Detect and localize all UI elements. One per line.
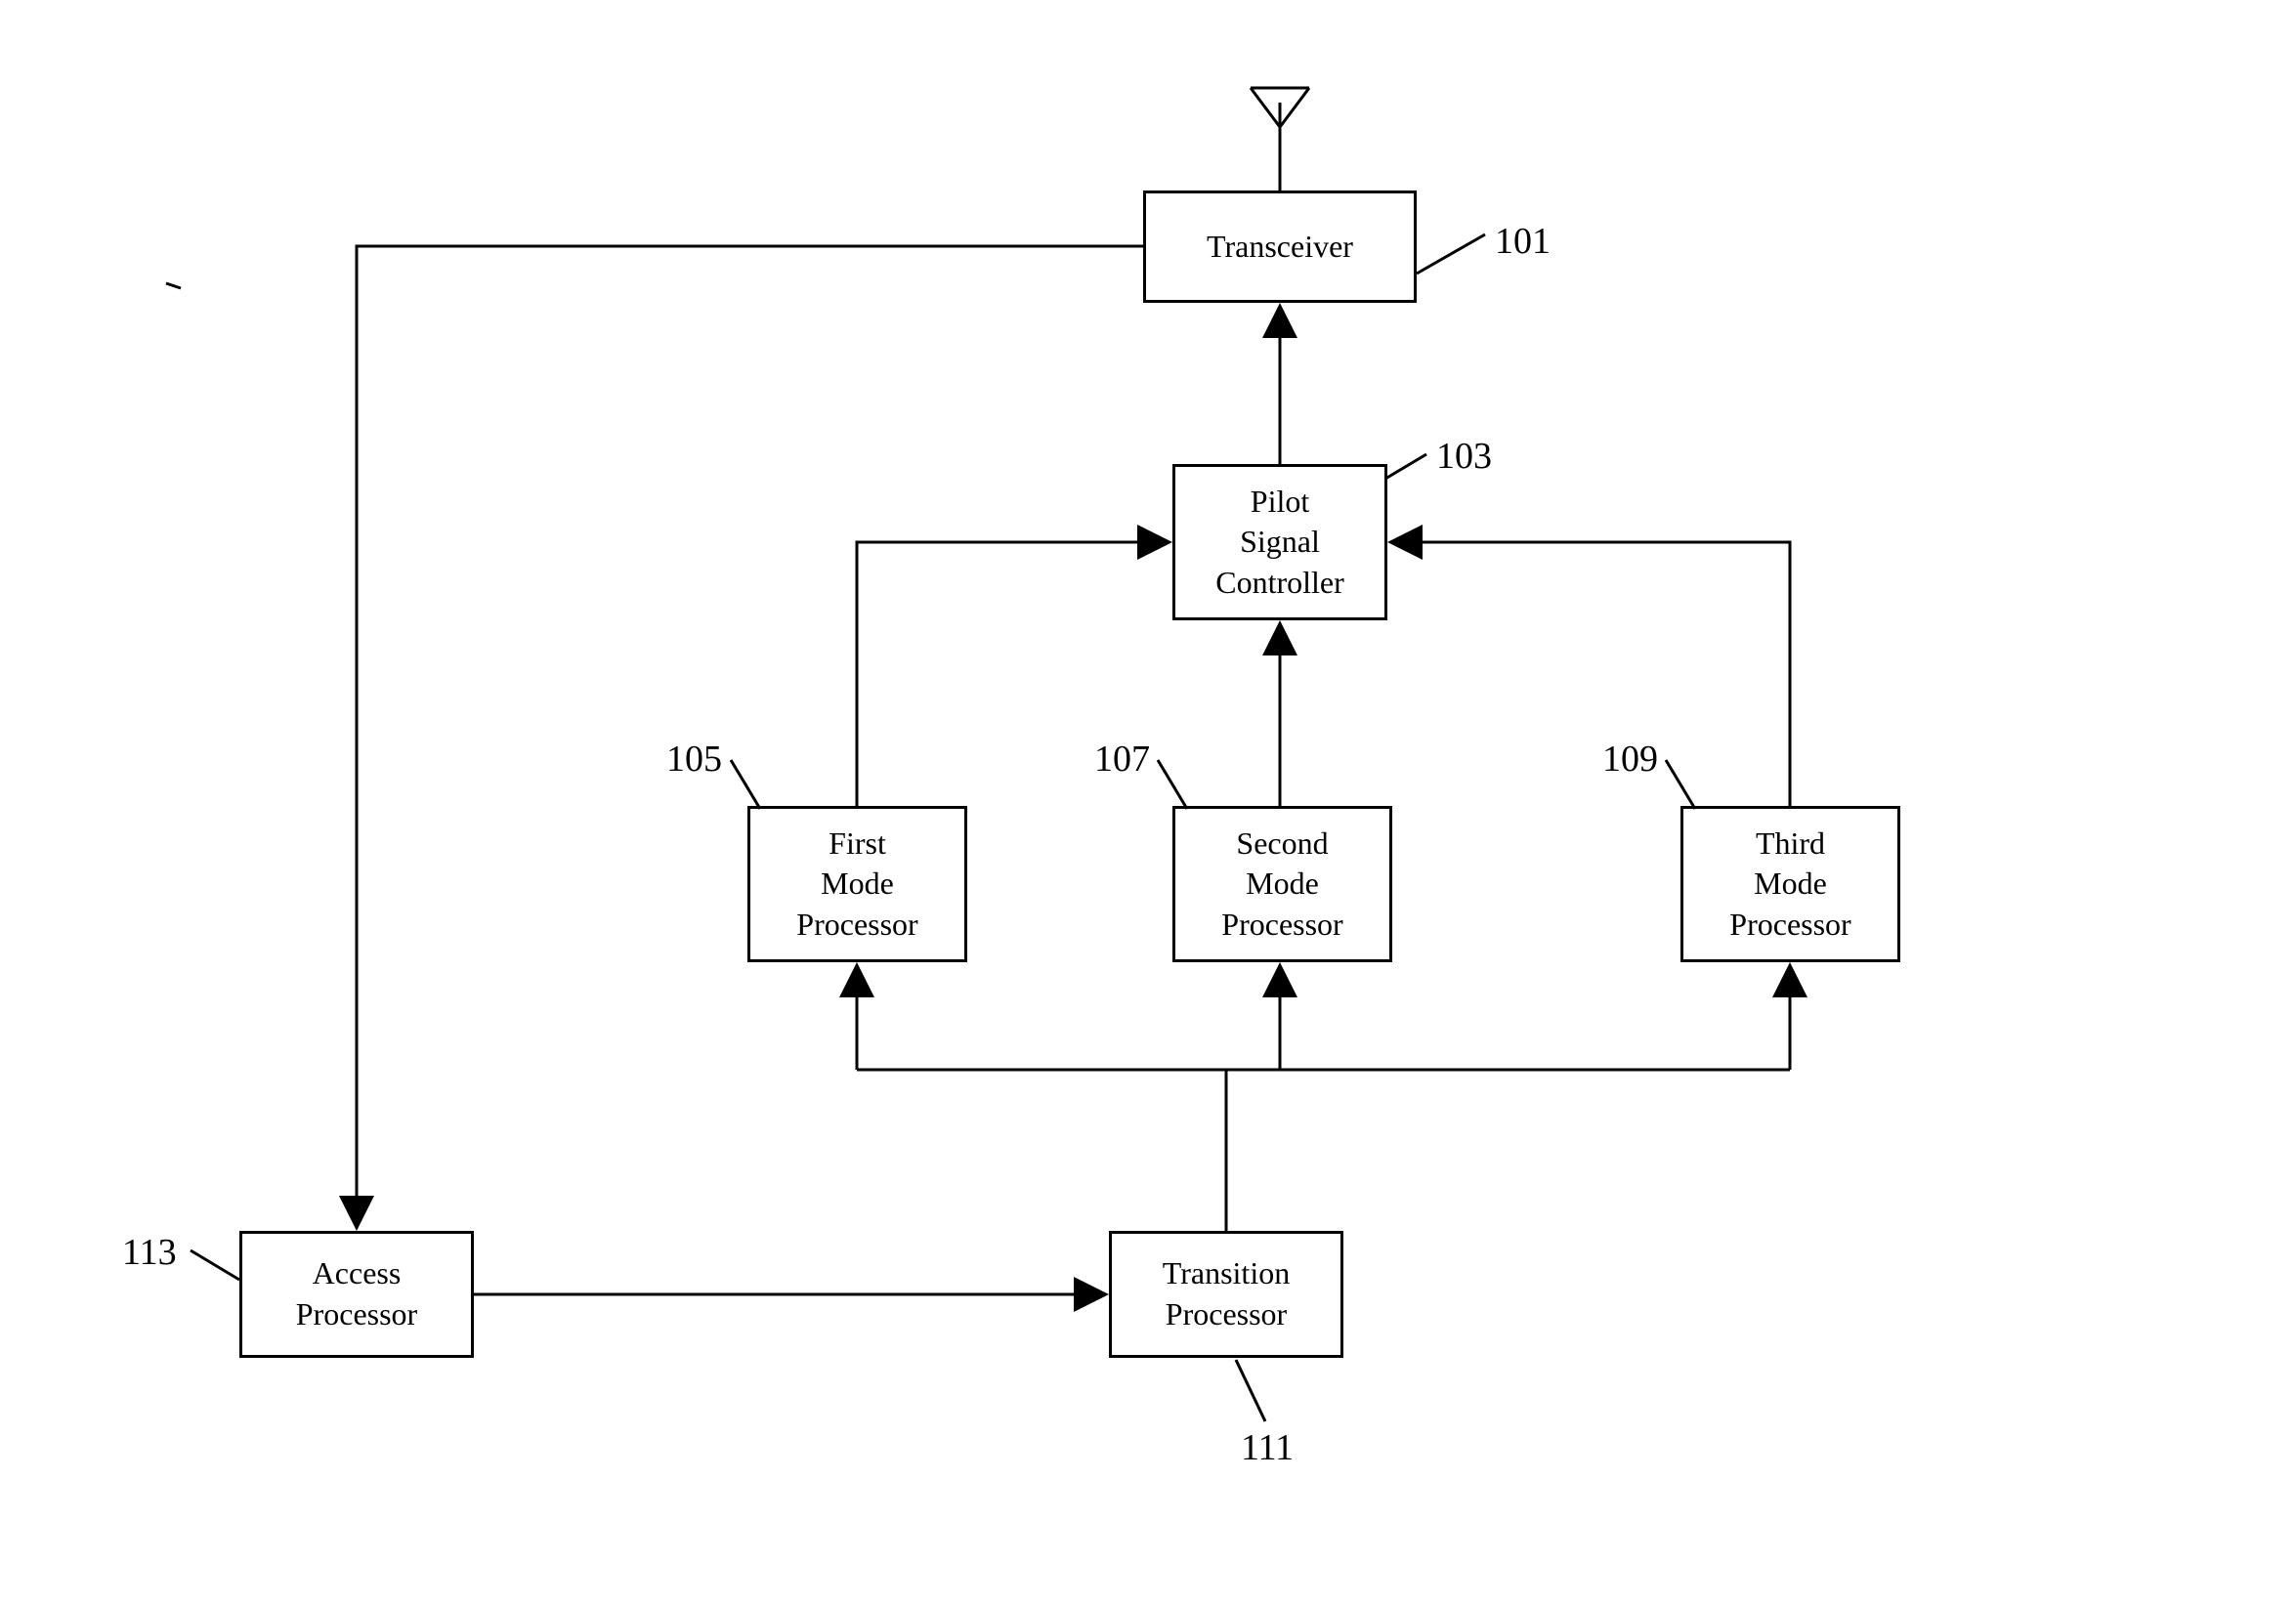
second-mode-processor-label: Second Mode Processor bbox=[1221, 824, 1342, 946]
second-mode-processor-box: Second Mode Processor bbox=[1172, 806, 1392, 962]
ref-103: 103 bbox=[1436, 435, 1492, 478]
first-mode-processor-box: First Mode Processor bbox=[747, 806, 967, 962]
transceiver-label: Transceiver bbox=[1207, 227, 1353, 268]
ref-107: 107 bbox=[1094, 738, 1150, 781]
third-mode-processor-label: Third Mode Processor bbox=[1729, 824, 1850, 946]
antenna-icon bbox=[1251, 88, 1309, 190]
ref-105: 105 bbox=[666, 738, 722, 781]
pilot-signal-controller-label: Pilot Signal Controller bbox=[1215, 482, 1344, 604]
pilot-signal-controller-box: Pilot Signal Controller bbox=[1172, 464, 1387, 620]
ref-113: 113 bbox=[122, 1231, 177, 1274]
ref-109: 109 bbox=[1602, 738, 1658, 781]
third-mode-processor-box: Third Mode Processor bbox=[1680, 806, 1900, 962]
first-mode-processor-label: First Mode Processor bbox=[796, 824, 917, 946]
ref-111: 111 bbox=[1241, 1426, 1294, 1469]
transceiver-box: Transceiver bbox=[1143, 190, 1417, 303]
ref-101: 101 bbox=[1495, 220, 1551, 263]
access-processor-label: Access Processor bbox=[296, 1253, 417, 1334]
transition-processor-box: Transition Processor bbox=[1109, 1231, 1343, 1358]
transition-processor-label: Transition Processor bbox=[1163, 1253, 1290, 1334]
access-processor-box: Access Processor bbox=[239, 1231, 474, 1358]
block-diagram: Transceiver Pilot Signal Controller Firs… bbox=[0, 0, 2296, 1606]
